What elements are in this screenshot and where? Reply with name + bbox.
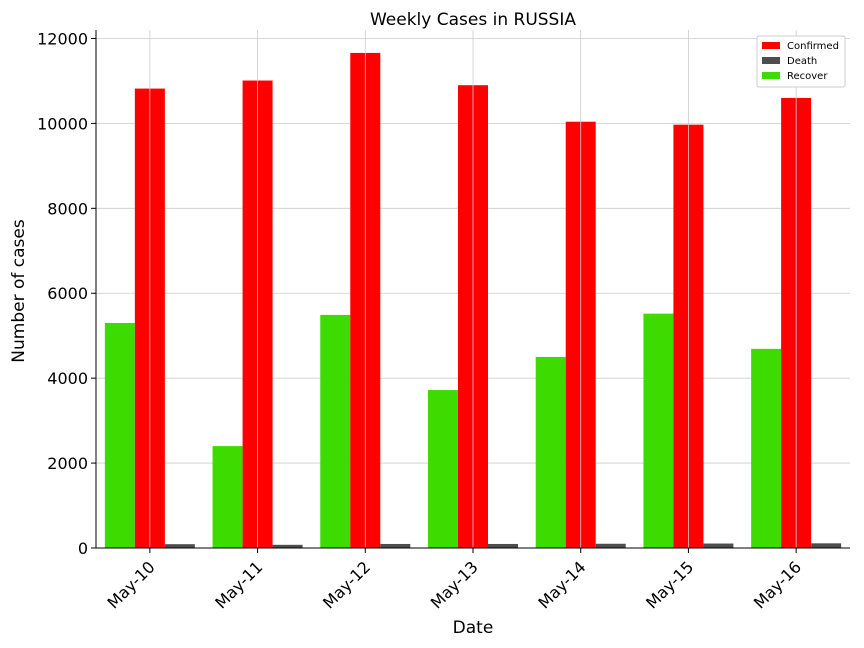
y-tick-label: 12000 [37, 29, 88, 48]
y-tick-label: 10000 [37, 114, 88, 133]
bar-death-may-11 [272, 544, 303, 548]
x-tick-label: May-13 [427, 557, 482, 612]
bar-recover-may-16 [751, 348, 782, 548]
bar-death-may-10 [164, 544, 195, 548]
bar-recover-may-14 [535, 356, 566, 548]
bar-death-may-14 [595, 543, 626, 548]
legend-swatch-recover [762, 72, 780, 79]
chart-title: Weekly Cases in RUSSIA [370, 10, 576, 30]
bar-death-may-15 [703, 543, 734, 548]
axes [91, 30, 850, 553]
x-tick-label: May-14 [534, 557, 589, 612]
legend-swatch-death [762, 57, 780, 64]
y-tick-label: 0 [78, 539, 88, 558]
y-tick-label: 8000 [47, 199, 88, 218]
bar-recover-may-15 [643, 313, 674, 548]
legend: Confirmed Death Recover [756, 35, 846, 88]
legend-label-confirmed: Confirmed [787, 41, 839, 52]
x-tick-label: May-12 [319, 557, 374, 612]
x-axis-title: Date [453, 618, 494, 638]
x-tick-label: May-11 [211, 557, 266, 612]
x-tick-label: May-10 [104, 557, 159, 612]
bar-death-may-16 [811, 543, 842, 548]
y-tick-label: 2000 [47, 454, 88, 473]
y-axis-title: Number of cases [9, 219, 29, 363]
y-tick-label: 4000 [47, 369, 88, 388]
bar-recover-may-12 [320, 314, 351, 548]
y-tick-label: 6000 [47, 284, 88, 303]
x-tick-label: May-16 [750, 557, 805, 612]
bar-death-may-13 [488, 543, 518, 548]
x-tick-label: May-15 [642, 557, 697, 612]
bar-recover-may-11 [212, 446, 243, 548]
legend-label-death: Death [787, 56, 817, 67]
legend-label-recover: Recover [787, 71, 828, 82]
bar-recover-may-13 [428, 390, 458, 548]
bar-death-may-12 [380, 543, 411, 548]
bars [104, 30, 842, 549]
legend-swatch-confirmed [762, 42, 780, 49]
bar-recover-may-10 [104, 322, 135, 548]
